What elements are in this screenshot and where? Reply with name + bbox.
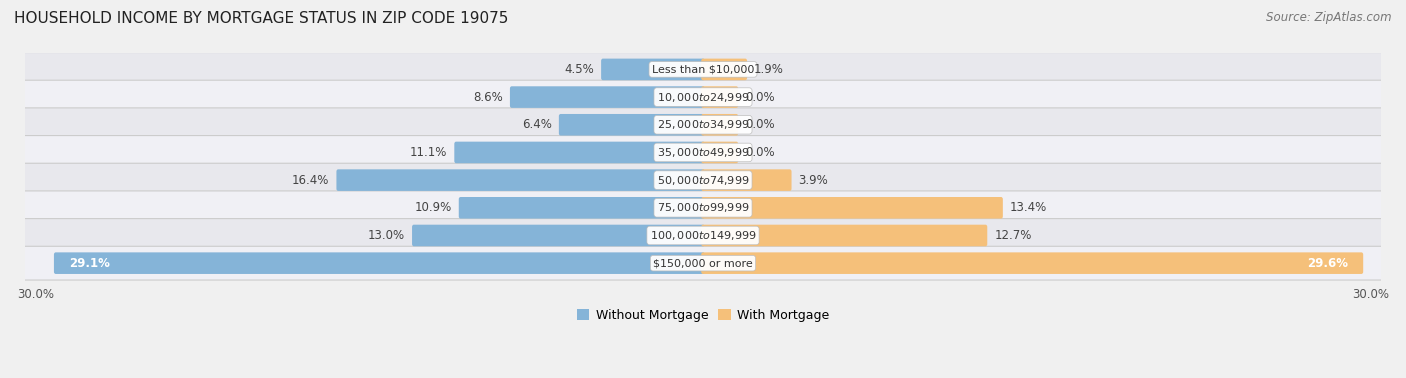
Text: Source: ZipAtlas.com: Source: ZipAtlas.com [1267,11,1392,24]
FancyBboxPatch shape [702,86,738,108]
Text: 3.9%: 3.9% [799,174,828,187]
Text: $35,000 to $49,999: $35,000 to $49,999 [657,146,749,159]
Text: 16.4%: 16.4% [292,174,329,187]
Text: $150,000 or more: $150,000 or more [654,258,752,268]
Text: HOUSEHOLD INCOME BY MORTGAGE STATUS IN ZIP CODE 19075: HOUSEHOLD INCOME BY MORTGAGE STATUS IN Z… [14,11,509,26]
Text: 0.0%: 0.0% [745,118,775,131]
FancyBboxPatch shape [702,114,738,136]
Text: 6.4%: 6.4% [522,118,551,131]
FancyBboxPatch shape [53,253,704,274]
FancyBboxPatch shape [21,108,1385,142]
FancyBboxPatch shape [21,246,1385,280]
FancyBboxPatch shape [21,80,1385,114]
Legend: Without Mortgage, With Mortgage: Without Mortgage, With Mortgage [572,304,834,327]
Text: 10.9%: 10.9% [415,201,451,214]
FancyBboxPatch shape [702,59,747,80]
Text: $75,000 to $99,999: $75,000 to $99,999 [657,201,749,214]
Text: 13.4%: 13.4% [1010,201,1047,214]
FancyBboxPatch shape [702,142,738,163]
Text: Less than $10,000: Less than $10,000 [652,64,754,74]
Text: $10,000 to $24,999: $10,000 to $24,999 [657,91,749,104]
FancyBboxPatch shape [602,59,704,80]
FancyBboxPatch shape [21,136,1385,169]
FancyBboxPatch shape [458,197,704,218]
Text: 0.0%: 0.0% [745,146,775,159]
Text: 29.6%: 29.6% [1308,257,1348,270]
FancyBboxPatch shape [510,86,704,108]
Text: 4.5%: 4.5% [564,63,593,76]
FancyBboxPatch shape [454,142,704,163]
FancyBboxPatch shape [558,114,704,136]
FancyBboxPatch shape [21,191,1385,225]
FancyBboxPatch shape [21,218,1385,253]
Text: 13.0%: 13.0% [368,229,405,242]
Text: 11.1%: 11.1% [409,146,447,159]
Text: $50,000 to $74,999: $50,000 to $74,999 [657,174,749,187]
FancyBboxPatch shape [21,53,1385,86]
FancyBboxPatch shape [336,169,704,191]
Text: 0.0%: 0.0% [745,91,775,104]
FancyBboxPatch shape [412,225,704,246]
Text: $25,000 to $34,999: $25,000 to $34,999 [657,118,749,131]
FancyBboxPatch shape [702,225,987,246]
Text: $100,000 to $149,999: $100,000 to $149,999 [650,229,756,242]
Text: 29.1%: 29.1% [69,257,110,270]
Text: 12.7%: 12.7% [994,229,1032,242]
Text: 1.9%: 1.9% [754,63,785,76]
FancyBboxPatch shape [21,163,1385,197]
FancyBboxPatch shape [702,197,1002,218]
FancyBboxPatch shape [702,253,1364,274]
FancyBboxPatch shape [702,169,792,191]
Text: 8.6%: 8.6% [472,91,503,104]
